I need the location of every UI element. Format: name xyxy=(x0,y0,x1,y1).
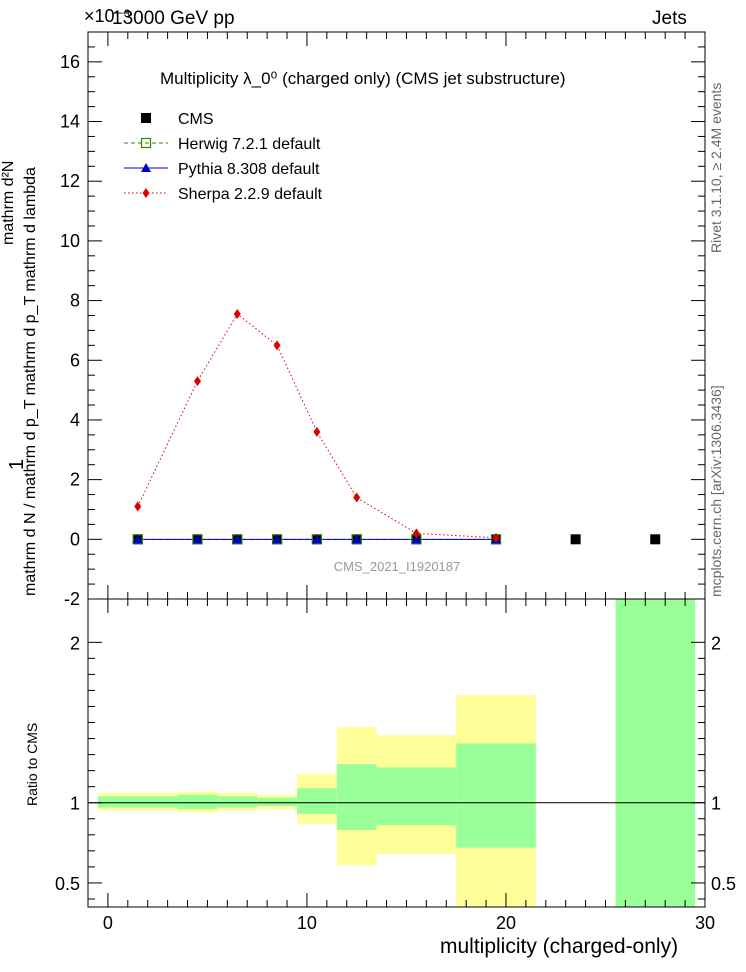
y-tick-label: 0 xyxy=(70,529,80,549)
y-tick-label: 2 xyxy=(70,470,80,490)
y-tick-label: 8 xyxy=(70,291,80,311)
ratio-y-tick-label: 1 xyxy=(70,794,80,814)
y-axis-fraction-top: mathrm d²N xyxy=(0,160,17,245)
ratio-y-tick-label-right: 2 xyxy=(711,633,721,653)
chart-title: Multiplicity λ_0⁰ (charged only) (CMS je… xyxy=(160,69,566,88)
y-tick-label: -2 xyxy=(64,589,80,609)
stat-uncertainty-band xyxy=(97,796,178,808)
legend: CMS Herwig 7.2.1 default Pythia 8.308 defa… xyxy=(124,111,323,203)
x-axis-label: multiplicity (charged-only) xyxy=(440,935,679,958)
legend-marker xyxy=(141,163,151,172)
pythia-8-308-default-point xyxy=(311,534,322,544)
legend-label: Herwig 7.2.1 default xyxy=(178,136,321,153)
sherpa-2-2-9-default-point xyxy=(353,492,361,503)
legend-label: CMS xyxy=(178,111,214,128)
sherpa-2-2-9-default-point xyxy=(233,309,241,320)
exponent-label: ×10⁻³ xyxy=(84,6,131,26)
legend-marker xyxy=(141,113,151,123)
stat-uncertainty-band xyxy=(615,599,696,907)
y-tick-label: 16 xyxy=(60,52,80,72)
cms-point xyxy=(570,534,581,545)
ratio-frame xyxy=(87,598,706,908)
ratio-y-tick-label-right: 0.5 xyxy=(711,874,736,894)
y-tick-label: 14 xyxy=(60,112,80,132)
legend-marker xyxy=(142,188,150,198)
stat-uncertainty-band xyxy=(177,794,218,810)
ratio-y-tick-label: 0.5 xyxy=(55,874,80,894)
series-line xyxy=(137,313,497,539)
sherpa-2-2-9-default-point xyxy=(412,528,420,539)
legend-label: Pythia 8.308 default xyxy=(178,161,320,178)
ratio-y-axis-label: Ratio to CMS xyxy=(24,722,40,806)
y-axis-denominator: mathrm d N / mathrm d p_T mathrm d p_T m… xyxy=(22,167,39,596)
pythia-8-308-default-point xyxy=(411,534,422,544)
x-tick-label: 20 xyxy=(496,913,516,933)
stat-uncertainty-band xyxy=(257,797,297,806)
y-tick-label: 4 xyxy=(70,410,80,430)
stat-uncertainty-band xyxy=(296,788,337,814)
pythia-8-308-default-point xyxy=(272,534,283,544)
sherpa-2-2-9-default-point xyxy=(193,376,201,387)
analysis-watermark: CMS_2021_I1920187 xyxy=(334,559,461,574)
pythia-8-308-default-point xyxy=(132,534,143,544)
legend-marker xyxy=(140,137,152,149)
sherpa-2-2-9-default-point xyxy=(273,340,281,351)
cms-point xyxy=(650,534,661,545)
x-tick-label: 10 xyxy=(297,913,317,933)
mcplots-side-label: mcplots.cern.ch [arXiv:1306.3436] xyxy=(708,385,724,597)
sherpa-2-2-9-default-point xyxy=(134,501,142,512)
ratio-y-tick-label-right: 1 xyxy=(711,794,721,814)
stat-uncertainty-band xyxy=(376,767,457,826)
ratio-y-tick-label: 2 xyxy=(70,633,80,653)
y-tick-label: 6 xyxy=(70,350,80,370)
stat-uncertainty-band xyxy=(217,796,258,808)
stat-uncertainty-band xyxy=(456,743,536,848)
rivet-side-label: Rivet 3.1.10, ≥ 2.4M events xyxy=(708,82,724,253)
pythia-8-308-default-point xyxy=(232,534,243,544)
pythia-8-308-default-point xyxy=(351,534,362,544)
y-tick-label: 12 xyxy=(60,171,80,191)
pythia-8-308-default-point xyxy=(192,534,203,544)
category-label: Jets xyxy=(652,8,687,29)
legend-label: Sherpa 2.2.9 default xyxy=(178,186,323,203)
sherpa-2-2-9-default-point xyxy=(313,426,321,437)
sherpa-2-2-9-default-point xyxy=(492,532,500,543)
x-tick-label: 30 xyxy=(695,913,715,933)
stat-uncertainty-band xyxy=(336,764,377,830)
energy-label: 13000 GeV pp xyxy=(112,8,235,29)
y-tick-label: 10 xyxy=(60,231,80,251)
x-tick-label: 0 xyxy=(103,913,113,933)
